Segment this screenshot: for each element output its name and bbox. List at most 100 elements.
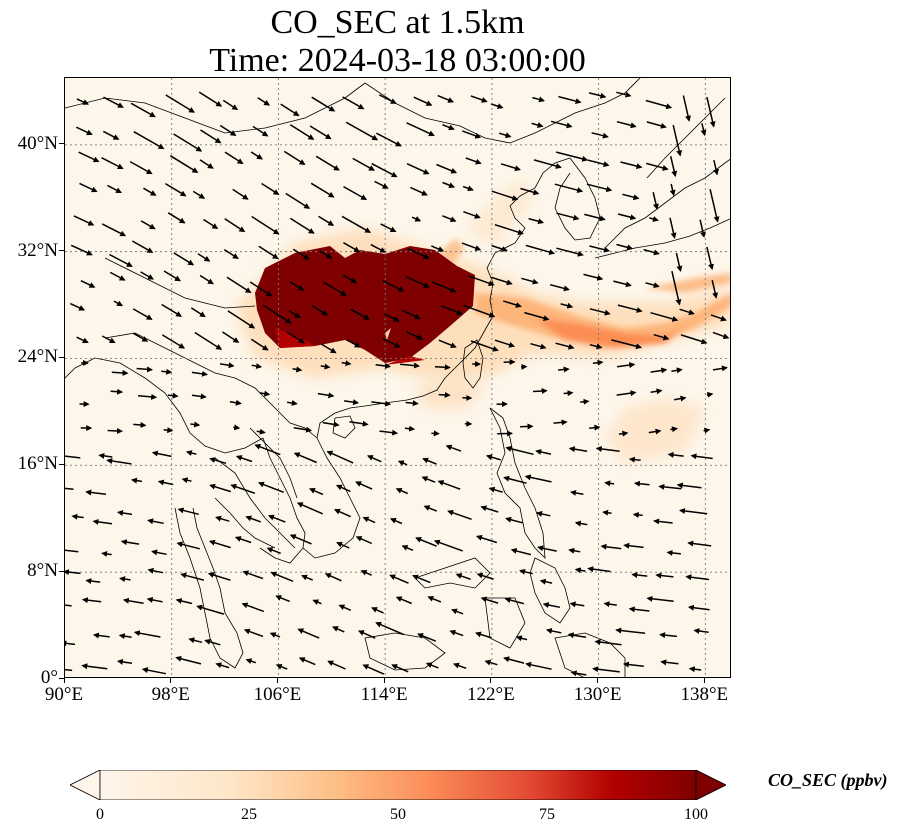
wind-arrow — [485, 454, 502, 461]
wind-arrow — [113, 300, 124, 307]
wind-arrow — [521, 277, 539, 285]
wind-arrow — [680, 334, 708, 345]
wind-arrow — [75, 126, 93, 136]
wind-arrow — [616, 91, 632, 98]
wind-arrow — [379, 94, 397, 104]
wind-arrow — [461, 130, 482, 139]
wind-arrow — [371, 607, 384, 614]
wind-arrow — [334, 508, 352, 518]
wind-arrow — [645, 99, 673, 110]
wind-arrow — [421, 476, 436, 483]
wind-arrow — [254, 444, 281, 456]
wind-arrow — [79, 182, 98, 193]
wind-arrow — [666, 549, 681, 556]
colorbar-label: CO_SEC (ppbv) — [768, 770, 888, 790]
wind-arrow — [442, 215, 457, 223]
wind-arrow — [703, 427, 711, 434]
wind-arrow — [151, 450, 172, 458]
wind-arrow — [101, 335, 116, 344]
wind-arrow — [498, 132, 512, 139]
wind-arrow — [270, 571, 294, 582]
wind-arrow — [209, 483, 232, 493]
wind-arrow — [362, 664, 385, 675]
wind-arrow — [358, 630, 376, 639]
wind-arrow — [341, 215, 372, 233]
wind-arrow — [336, 541, 350, 549]
wind-arrow — [438, 391, 451, 398]
wind-arrow — [311, 304, 329, 316]
wind-arrow — [249, 281, 273, 297]
wind-arrow — [371, 400, 392, 407]
wind-arrow — [569, 601, 585, 608]
wind-arrow — [261, 182, 280, 195]
wind-arrow — [185, 450, 197, 456]
wind-arrow — [224, 151, 244, 165]
colorbar — [70, 770, 726, 800]
wind-arrow — [280, 103, 300, 117]
wind-arrow — [107, 427, 123, 434]
wind-arrow — [589, 245, 610, 253]
colorbar-gradient — [99, 770, 697, 800]
wind-arrow — [73, 215, 95, 226]
wind-arrow — [161, 368, 173, 375]
lon-tick-label: 90°E — [44, 684, 84, 705]
wind-arrow — [215, 662, 230, 669]
wind-arrow — [324, 573, 342, 582]
wind-arrow — [355, 481, 373, 490]
wind-arrow — [660, 659, 679, 666]
wind-arrow — [367, 455, 382, 463]
wind-arrow — [589, 343, 603, 350]
wind-arrow — [107, 184, 122, 194]
wind-arrow — [679, 308, 695, 316]
wind-arrow — [375, 621, 405, 636]
wind-arrow — [320, 363, 331, 370]
wind-arrow — [616, 120, 637, 129]
wind-arrow — [341, 360, 352, 367]
wind-arrow — [293, 452, 317, 464]
wind-arrow — [406, 163, 430, 175]
wind-arrow — [130, 102, 156, 118]
wind-arrow — [568, 547, 581, 554]
wind-arrow — [554, 183, 584, 193]
wind-arrow — [241, 602, 265, 613]
wind-arrow — [475, 534, 498, 544]
wind-arrow — [436, 163, 458, 174]
wind-arrow — [556, 212, 580, 221]
wind-arrow — [549, 283, 570, 292]
wind-arrow — [451, 608, 464, 615]
wind-arrow — [491, 276, 513, 286]
wind-arrow — [223, 248, 239, 259]
wind-arrow — [438, 339, 457, 348]
wind-arrow — [245, 515, 262, 523]
wind-arrow — [618, 430, 629, 437]
wind-arrow — [175, 655, 202, 665]
wind-arrow — [230, 483, 256, 495]
wind-arrow — [65, 668, 73, 672]
wind-arrow — [622, 661, 644, 668]
wind-arrow — [693, 628, 709, 634]
wind-arrow — [491, 244, 508, 252]
map-panel — [64, 77, 731, 678]
plot-title-variable: CO_SEC at 1.5km — [270, 4, 525, 41]
wind-arrow — [133, 630, 161, 638]
wind-arrow — [455, 573, 471, 581]
wind-arrow — [146, 596, 163, 603]
wind-arrow — [327, 660, 346, 670]
wind-arrow — [92, 518, 113, 525]
wind-arrow — [539, 578, 553, 585]
wind-arrow — [431, 430, 440, 437]
wind-arrow — [293, 426, 313, 433]
wind-arrow — [323, 281, 347, 297]
wind-arrow — [275, 663, 288, 670]
wind-arrow — [69, 302, 86, 311]
wind-arrow — [470, 95, 488, 103]
wind-arrow — [468, 275, 495, 287]
wind-arrow — [535, 449, 552, 455]
wind-arrow — [322, 421, 340, 428]
wind-arrow — [81, 663, 108, 670]
wind-arrow — [570, 670, 587, 677]
wind-arrow — [362, 516, 376, 524]
wind-arrow — [413, 96, 433, 106]
wind-arrow — [505, 516, 523, 524]
wind-arrow — [634, 480, 650, 487]
